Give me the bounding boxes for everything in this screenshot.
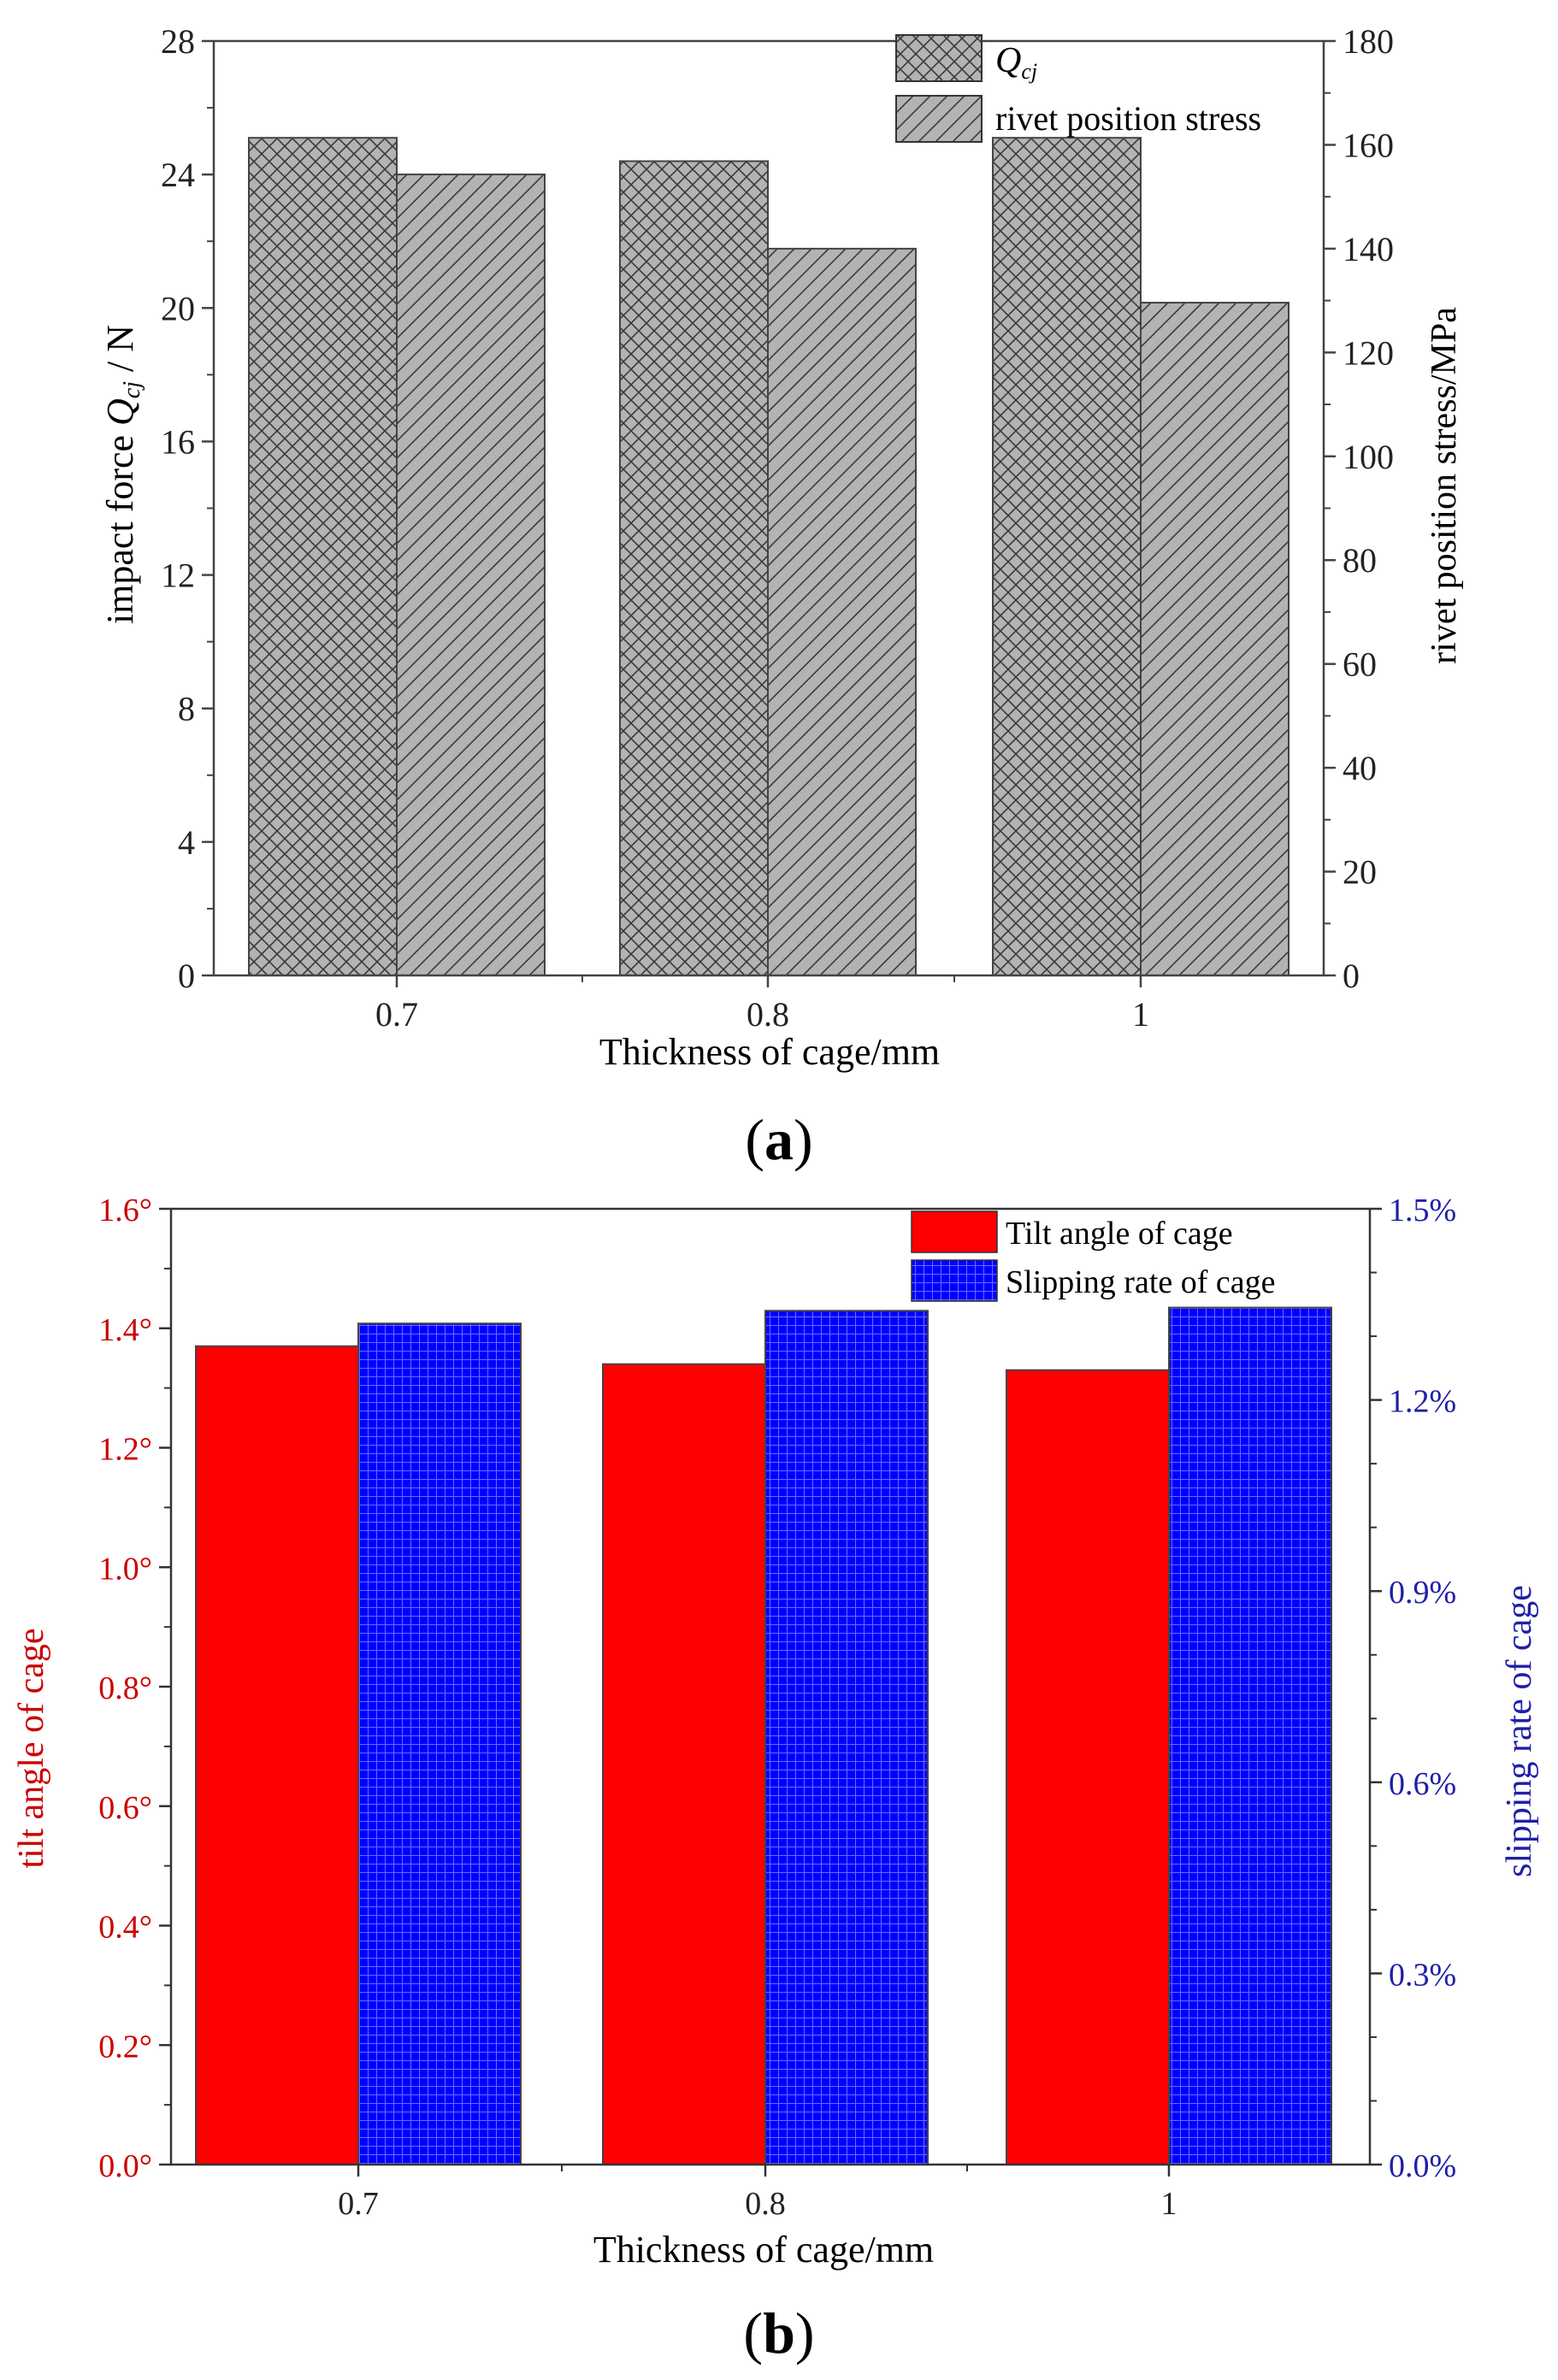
panel-b-legend: Tilt angle of cage Slipping rate of cage: [911, 1211, 1276, 1302]
panel-a-legend: Qcj rivet position stress: [895, 34, 1261, 143]
chart0-right-tick-label: 20: [1343, 853, 1377, 892]
chart1-bar-tilt-angle-of-cage-1: [1006, 1369, 1170, 2165]
legend-swatch-slipping-rate: [911, 1259, 998, 1302]
chart1-right-tick-label: 0.6%: [1389, 1766, 1456, 1802]
panel-a-caption: (a): [745, 1107, 812, 1172]
chart0-left-tick-label: 24: [161, 156, 195, 194]
panel-b-left-axis-label: tilt angle of cage: [12, 1628, 51, 1868]
chart1-right-tick-label: 0.9%: [1389, 1575, 1456, 1611]
chart0-left-tick-label: 8: [178, 690, 195, 728]
chart0-right-tick-label: 80: [1343, 541, 1377, 580]
panel-b: 0.0° 0.2° 0.4° 0.6° 0.8° 1.0° 1.2° 1.4° 1.6° 0.0%…: [12, 1193, 1539, 2365]
chart0-x-tick-label-0.7: 0.7: [375, 995, 418, 1034]
chart0-right-tick-label: 120: [1343, 333, 1394, 372]
chart0-right-tick-label: 0: [1343, 957, 1360, 995]
chart0-right-tick-label: 100: [1343, 438, 1394, 476]
chart0-bar-q-1: [992, 137, 1142, 977]
chart0-left-tick-label: 28: [161, 22, 195, 61]
chart1-x-tick-label-1: 1: [1161, 2186, 1177, 2222]
legend-swatch-rivet-stress: [895, 95, 983, 143]
legend-label-tilt-angle: Tilt angle of cage: [1006, 1216, 1233, 1252]
chart1-left-tick-label: 1.2°: [98, 1432, 152, 1468]
legend-label-slipping-rate: Slipping rate of cage: [1006, 1264, 1276, 1300]
chart0-bar-q-0.8: [619, 160, 769, 976]
chart0-left-tick-label: 20: [161, 289, 195, 327]
legend-label-qcj: Qcj: [995, 41, 1037, 84]
chart0-bar-q-0.7: [248, 137, 398, 977]
panel-a-right-axis-label: rivet position stress/MPa: [1425, 307, 1464, 664]
panel-a-marks: 0 4 8 12 16 20 24 28 0 20 40 60 80 100 120 140 160 180 0.7…: [161, 22, 1394, 1034]
legend-label-rivet-stress: rivet position stress: [995, 99, 1261, 138]
chart0-right-tick-label: 140: [1343, 230, 1394, 268]
panel-a: 0 4 8 12 16 20 24 28 0 20 40 60 80 100 120 140 160 180 0.7…: [99, 22, 1464, 1172]
chart1-bar-slipping-rate-of-cage-0.7: [357, 1323, 522, 2166]
chart1-left-tick-label: 1.6°: [98, 1193, 152, 1228]
chart1-left-tick-label: 0.8°: [98, 1670, 152, 1706]
chart1-right-tick-label: 0.3%: [1389, 1957, 1456, 1993]
legend-swatch-tilt-angle: [911, 1211, 998, 1253]
chart0-bar-rivet-position-stress-1: [1140, 302, 1289, 977]
chart1-right-tick-label: 1.5%: [1389, 1193, 1456, 1228]
chart0-x-tick-label-1: 1: [1132, 995, 1149, 1034]
panel-a-left-axis-label: impact force Qcj / N: [99, 325, 145, 624]
chart0-left-tick-label: 12: [161, 557, 195, 595]
chart1-x-tick-label-0.7: 0.7: [338, 2186, 379, 2222]
chart1-bar-slipping-rate-of-cage-0.8: [764, 1310, 929, 2165]
chart0-right-tick-label: 160: [1343, 126, 1394, 164]
chart0-x-tick-label-0.8: 0.8: [747, 995, 789, 1034]
chart0-left-tick-label: 4: [178, 823, 195, 862]
chart1-right-tick-label: 1.2%: [1389, 1384, 1456, 1420]
chart1-bar-tilt-angle-of-cage-0.8: [602, 1363, 766, 2166]
chart1-left-tick-label: 0.0°: [98, 2148, 152, 2184]
panel-b-right-axis-label: slipping rate of cage: [1500, 1585, 1539, 1877]
chart1-x-tick-label-0.8: 0.8: [745, 2186, 786, 2222]
chart1-bar-tilt-angle-of-cage-0.7: [195, 1345, 359, 2165]
chart1-left-tick-label: 1.4°: [98, 1312, 152, 1348]
chart1-left-tick-label: 1.0°: [98, 1551, 152, 1587]
chart1-left-tick-label: 0.4°: [98, 1910, 152, 1946]
chart1-left-tick-label: 0.2°: [98, 2029, 152, 2065]
panel-a-x-axis-label: Thickness of cage/mm: [599, 1031, 940, 1073]
chart1-right-tick-label: 0.0%: [1389, 2148, 1456, 2184]
chart1-bar-slipping-rate-of-cage-1: [1168, 1306, 1332, 2165]
panel-b-marks: 0.0° 0.2° 0.4° 0.6° 0.8° 1.0° 1.2° 1.4° 1.6° 0.0%…: [98, 1193, 1456, 2222]
legend-swatch-qcj: [895, 34, 983, 82]
chart0-right-tick-label: 180: [1343, 22, 1394, 61]
chart0-bar-rivet-position-stress-0.7: [396, 174, 546, 977]
panel-b-x-axis-label: Thickness of cage/mm: [593, 2229, 934, 2271]
chart0-right-tick-label: 40: [1343, 749, 1377, 787]
chart0-left-tick-label: 0: [178, 957, 195, 995]
chart0-left-tick-label: 16: [161, 422, 195, 461]
chart0-right-tick-label: 60: [1343, 645, 1377, 684]
chart0-bar-rivet-position-stress-0.8: [767, 247, 917, 976]
chart1-left-tick-label: 0.6°: [98, 1790, 152, 1826]
panel-b-caption: (b): [743, 2300, 814, 2365]
